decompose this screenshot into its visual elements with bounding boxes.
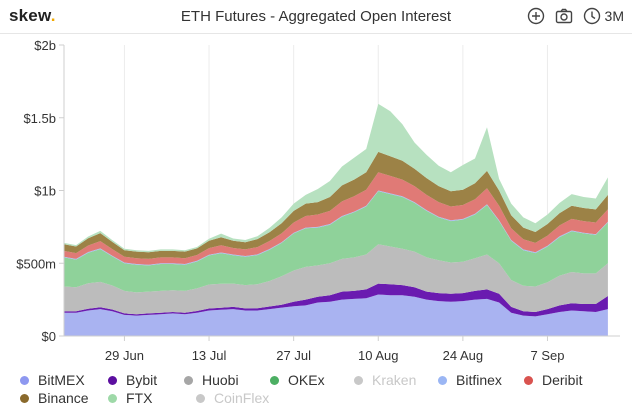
legend-item-deribit[interactable]: Deribit xyxy=(524,371,608,389)
legend-item-ftx[interactable]: FTX xyxy=(108,389,196,407)
legend-label: Kraken xyxy=(372,372,417,388)
x-tick-label: 29 Jun xyxy=(105,348,144,363)
chart-title: ETH Futures - Aggregated Open Interest xyxy=(180,8,452,25)
x-tick-label: 7 Sep xyxy=(530,348,564,363)
area-okex[interactable] xyxy=(64,191,608,293)
legend-label: Binance xyxy=(38,390,89,406)
legend-dot-icon xyxy=(354,375,363,385)
legend-dot-icon xyxy=(184,375,193,385)
area-binance[interactable] xyxy=(64,151,608,259)
x-tick-label: 13 Jul xyxy=(192,348,227,363)
legend-dot-icon xyxy=(438,375,447,385)
legend-row: Binance FTX CoinFlex xyxy=(20,389,630,407)
legend-label: Bybit xyxy=(126,372,158,388)
chart-legend: BitMEX Bybit Huobi OKEx Kraken Bitfinex Deribi… xyxy=(20,371,630,407)
legend-label: BitMEX xyxy=(38,372,85,388)
area-huobi[interactable] xyxy=(64,244,608,315)
y-tick-label: $1.5b xyxy=(23,111,56,126)
legend-item-bitmex[interactable]: BitMEX xyxy=(20,371,108,389)
clock-icon xyxy=(582,6,602,26)
x-tick-label: 10 Aug xyxy=(358,348,399,363)
legend-dot-icon xyxy=(196,393,205,403)
camera-icon[interactable] xyxy=(554,6,574,26)
y-tick-label: $0 xyxy=(42,329,56,344)
range-selector[interactable]: 3M xyxy=(582,6,624,26)
x-tick-label: 27 Jul xyxy=(276,348,311,363)
legend-item-kraken[interactable]: Kraken xyxy=(354,371,438,389)
legend-dot-icon xyxy=(20,393,29,403)
legend-label: OKEx xyxy=(288,372,325,388)
legend-item-huobi[interactable]: Huobi xyxy=(184,371,270,389)
legend-item-coinflex[interactable]: CoinFlex xyxy=(196,389,290,407)
area-deribit[interactable] xyxy=(64,172,608,265)
legend-item-bybit[interactable]: Bybit xyxy=(108,371,184,389)
legend-dot-icon xyxy=(108,375,117,385)
legend-dot-icon xyxy=(270,375,279,385)
legend-label: FTX xyxy=(126,390,153,406)
y-tick-label: $1b xyxy=(34,184,56,199)
chart-header: skew. ETH Futures - Aggregated Open Inte… xyxy=(0,0,632,34)
legend-row: BitMEX Bybit Huobi OKEx Kraken Bitfinex Deribi… xyxy=(20,371,630,389)
skew-logo: skew. xyxy=(9,6,56,25)
legend-item-okex[interactable]: OKEx xyxy=(270,371,354,389)
open-interest-chart: $0 $500m $1b $1.5b $2b 29 Jun 13 Jul 27 Jul 10 A… xyxy=(16,38,620,363)
area-bitmex[interactable] xyxy=(64,294,608,337)
add-icon[interactable] xyxy=(526,6,546,26)
area-bybit[interactable] xyxy=(64,283,608,317)
header-actions: 3M xyxy=(526,6,624,26)
y-tick-label: $500m xyxy=(16,256,56,271)
legend-dot-icon xyxy=(108,393,117,403)
legend-item-binance[interactable]: Binance xyxy=(20,389,108,407)
legend-dot-icon xyxy=(20,375,29,385)
y-tick-label: $2b xyxy=(34,38,56,53)
area-ftx[interactable] xyxy=(64,103,608,253)
range-label: 3M xyxy=(604,8,624,24)
legend-label: CoinFlex xyxy=(214,390,270,406)
legend-item-bitfinex[interactable]: Bitfinex xyxy=(438,371,524,389)
legend-label: Huobi xyxy=(202,372,239,388)
legend-dot-icon xyxy=(524,375,533,385)
legend-label: Bitfinex xyxy=(456,372,502,388)
legend-label: Deribit xyxy=(542,372,583,388)
x-tick-label: 24 Aug xyxy=(443,348,484,363)
